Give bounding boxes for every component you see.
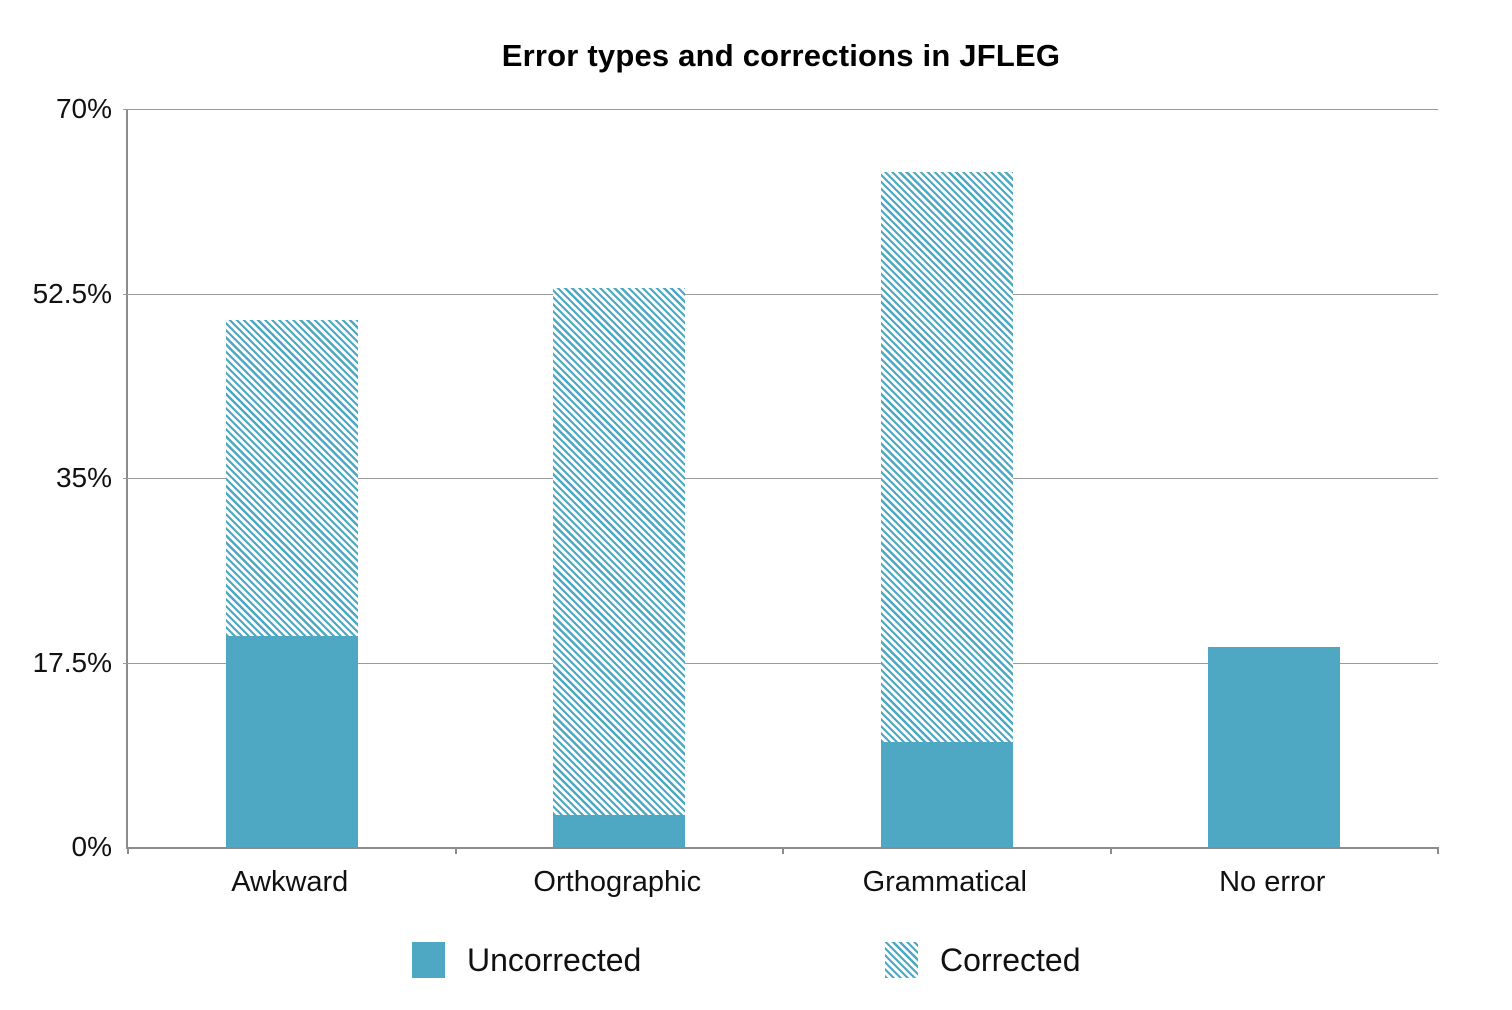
x-axis-tick [1109, 847, 1112, 854]
bar-uncorrected-segment-no-error [1208, 646, 1341, 847]
y-tick-label: 35% [55, 462, 112, 493]
category-label-grammatical: Grammatical [862, 866, 1027, 898]
legend-label-corrected: Corrected [940, 941, 1081, 978]
legend-item-uncorrected: Uncorrected [412, 940, 641, 980]
corrected-hatch-swatch-icon [885, 942, 918, 978]
plot-area [123, 109, 1439, 854]
y-axis-labels: 0% 17.5% 35% 52.5% 70% [0, 93, 112, 862]
y-tick-label: 0% [71, 831, 112, 862]
x-axis-tick [127, 847, 129, 854]
category-label-orthographic: Orthographic [533, 866, 702, 898]
legend-label-uncorrected: Uncorrected [467, 941, 642, 978]
category-label-no-error: No error [1219, 866, 1326, 898]
bar-corrected-segment-grammatical [880, 172, 1013, 742]
bar-corrected-segment-orthographic [553, 288, 686, 816]
y-tick-label: 70% [55, 93, 112, 124]
uncorrected-solid-swatch-icon [412, 942, 445, 978]
x-axis-tick [1437, 847, 1439, 854]
gridline-70% [123, 109, 1438, 110]
gridline-17.5% [123, 662, 1438, 664]
gridline-35% [123, 478, 1438, 479]
bar-corrected-segment-awkward [225, 319, 358, 637]
chart-title: Error types and corrections in JFLEG [501, 38, 1061, 73]
bar-uncorrected-segment-awkward [225, 636, 358, 847]
x-axis-labels: Awkward Orthographic Grammatical No error [126, 866, 1436, 906]
bar-uncorrected-segment-orthographic [553, 815, 686, 847]
category-label-awkward: Awkward [231, 866, 349, 898]
y-tick-label: 17.5% [32, 646, 112, 678]
x-axis-tick [782, 847, 784, 854]
gridline-52.5% [123, 293, 1438, 295]
legend-item-corrected: Corrected [885, 940, 1081, 980]
bar-uncorrected-segment-grammatical [880, 741, 1013, 847]
x-axis-tick [454, 847, 457, 854]
y-tick-label: 52.5% [32, 277, 112, 309]
